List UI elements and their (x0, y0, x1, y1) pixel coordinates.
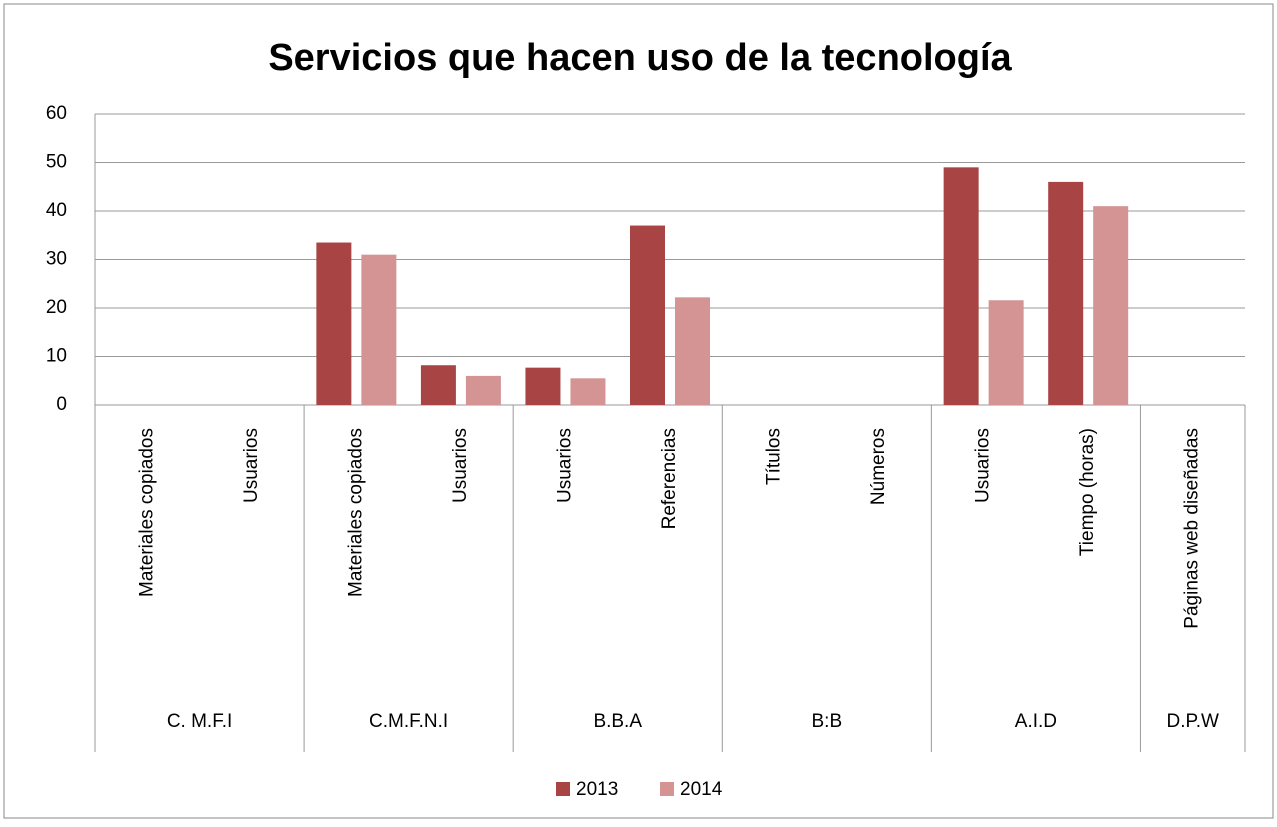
bar (316, 242, 352, 405)
chart-frame (3, 3, 1274, 819)
bar (420, 365, 456, 405)
legend-label: 2013 (576, 779, 618, 800)
y-tick-label: 0 (56, 394, 67, 415)
bar (988, 300, 1024, 405)
y-tick-label: 40 (46, 200, 67, 221)
x-tick-label: Usuarios (450, 428, 471, 503)
x-tick-label: Títulos (764, 428, 785, 485)
bar (630, 225, 665, 405)
bar (1048, 181, 1084, 405)
bar (1093, 206, 1129, 405)
group-label: C. M.F.I (167, 711, 232, 732)
x-tick-label: Usuarios (973, 428, 994, 503)
x-tick-label: Referencias (659, 428, 680, 529)
x-tick-label: Materiales copiados (136, 428, 157, 597)
group-label: D.P.W (1167, 711, 1220, 732)
y-tick-label: 60 (46, 103, 67, 124)
bar (570, 378, 606, 405)
group-label: A.I.D (1015, 711, 1057, 732)
y-tick-label: 20 (46, 297, 67, 318)
y-tick-label: 30 (46, 249, 67, 270)
y-tick-label: 50 (46, 152, 67, 173)
y-tick-label: 10 (46, 346, 67, 367)
x-tick-label: Materiales copiados (345, 428, 366, 597)
x-tick-label: Páginas web diseñadas (1182, 428, 1203, 629)
group-label: B.B.A (593, 711, 642, 732)
bar (525, 367, 561, 405)
x-tick-label: Usuarios (241, 428, 262, 503)
group-label: B:B (812, 711, 843, 732)
legend-swatch (556, 782, 570, 796)
group-label: C.M.F.N.I (369, 711, 448, 732)
x-tick-label: Tiempo (horas) (1077, 428, 1098, 556)
x-tick-label: Números (868, 428, 889, 505)
legend-label: 2014 (680, 779, 723, 800)
bar (675, 297, 710, 405)
bar (361, 254, 397, 405)
x-tick-label: Usuarios (554, 428, 575, 503)
bar (465, 375, 501, 405)
legend-swatch (660, 782, 674, 796)
bar (943, 167, 979, 405)
chart-title: Servicios que hacen uso de la tecnología (268, 37, 1012, 79)
